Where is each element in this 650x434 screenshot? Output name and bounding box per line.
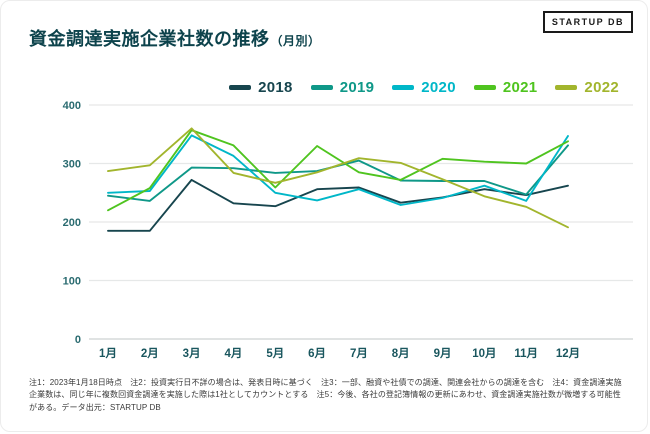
page-title-suffix: （月別） xyxy=(270,34,321,48)
legend-label-2022: 2022 xyxy=(584,78,619,96)
legend-swatch-2020 xyxy=(392,84,415,90)
x-tick-label-8: 8月 xyxy=(392,347,410,360)
legend-item-2018: 2018 xyxy=(229,79,293,96)
series-line-2022 xyxy=(107,127,569,229)
legend-swatch-2018 xyxy=(229,84,252,90)
x-tick-label-5: 5月 xyxy=(266,347,284,360)
legend-item-2022: 2022 xyxy=(555,79,619,96)
x-tick-label-1: 1月 xyxy=(99,347,117,360)
x-tick-label-3: 3月 xyxy=(183,347,201,360)
legend-swatch-2019 xyxy=(310,84,333,90)
legend-item-2019: 2019 xyxy=(310,78,375,96)
x-tick-label-6: 6月 xyxy=(308,347,326,360)
y-tick-label-200: 200 xyxy=(63,217,81,229)
legend-label-2021: 2021 xyxy=(502,78,538,96)
footnotes: 注1：2023年1月18日時点 注2：投資実行日不詳の場合は、発表日時に基づく … xyxy=(29,378,622,412)
page-title: 資金調達実施企業社数の推移（月別） xyxy=(29,25,321,51)
legend-swatch-2021 xyxy=(473,84,496,90)
legend-item-2021: 2021 xyxy=(473,78,538,96)
series-line-2021 xyxy=(107,129,569,212)
series-line-2018 xyxy=(107,178,569,232)
startupdb-logo: STARTUP DB xyxy=(542,11,633,33)
legend-label-2019: 2019 xyxy=(339,78,375,96)
y-tick-label-0: 0 xyxy=(75,334,81,346)
legend-swatch-2022 xyxy=(555,84,578,90)
legend-label-2018: 2018 xyxy=(258,78,293,96)
line-chart: 0 100 200 300 400 1月 2月 3月 4月 5月 6月 7月 8月 9月 10月 11月 12月 xyxy=(63,100,633,360)
page-title-main: 資金調達実施企業社数の推移 xyxy=(29,29,270,49)
x-tick-label-11: 11月 xyxy=(514,347,538,360)
y-tick-label-100: 100 xyxy=(63,276,81,288)
x-tick-label-2: 2月 xyxy=(141,347,159,360)
x-tick-label-12: 12月 xyxy=(556,347,580,360)
x-tick-label-10: 10月 xyxy=(472,347,496,360)
legend-label-2020: 2020 xyxy=(421,78,456,96)
y-tick-label-300: 300 xyxy=(63,159,81,171)
legend-item-2020: 2020 xyxy=(392,79,456,96)
x-tick-label-7: 7月 xyxy=(350,347,368,360)
chart-legend: 2018 2019 2020 2021 2022 xyxy=(1,77,619,97)
series-line-2020 xyxy=(107,134,569,206)
x-tick-label-4: 4月 xyxy=(225,347,243,360)
x-tick-label-9: 9月 xyxy=(434,347,452,360)
y-tick-label-400: 400 xyxy=(63,100,81,112)
